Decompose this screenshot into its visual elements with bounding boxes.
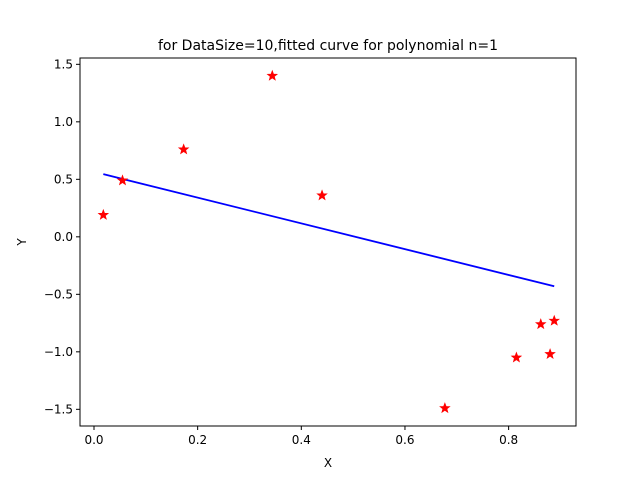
data-point — [316, 189, 328, 201]
data-point — [266, 69, 279, 81]
x-tick-label: 0.0 — [84, 433, 103, 447]
y-tick-label: 0.5 — [54, 172, 73, 186]
x-tick-label: 0.4 — [292, 433, 311, 447]
y-tick-label: 1.5 — [54, 57, 73, 71]
data-point — [177, 143, 190, 155]
data-point — [116, 174, 129, 186]
fitted-line — [103, 173, 555, 288]
plot-area: 0.0 0.2 0.4 0.6 0.8 −1.5 −1.0 −0.5 0.0 0.5 1.0 1.5 — [44, 57, 577, 447]
x-tick-label: 0.8 — [499, 433, 518, 447]
data-point — [510, 351, 523, 363]
x-tick-label: 0.6 — [395, 433, 414, 447]
y-tick-label: 0.0 — [54, 230, 73, 244]
x-tick-label: 0.2 — [188, 433, 207, 447]
x-axis-label: X — [324, 456, 332, 470]
data-point — [534, 318, 547, 330]
data-point — [544, 348, 556, 360]
y-axis-label: Y — [15, 238, 29, 247]
y-tick-label: −1.0 — [44, 345, 73, 359]
y-tick-label: −0.5 — [44, 287, 73, 301]
data-point — [97, 208, 110, 220]
y-tick-label: 1.0 — [54, 115, 73, 129]
y-tick-label: −1.5 — [44, 402, 73, 416]
axes-frame — [79, 57, 577, 427]
chart-title: for DataSize=10,fitted curve for polynom… — [158, 38, 498, 54]
data-point — [548, 314, 560, 326]
data-point — [439, 402, 451, 414]
